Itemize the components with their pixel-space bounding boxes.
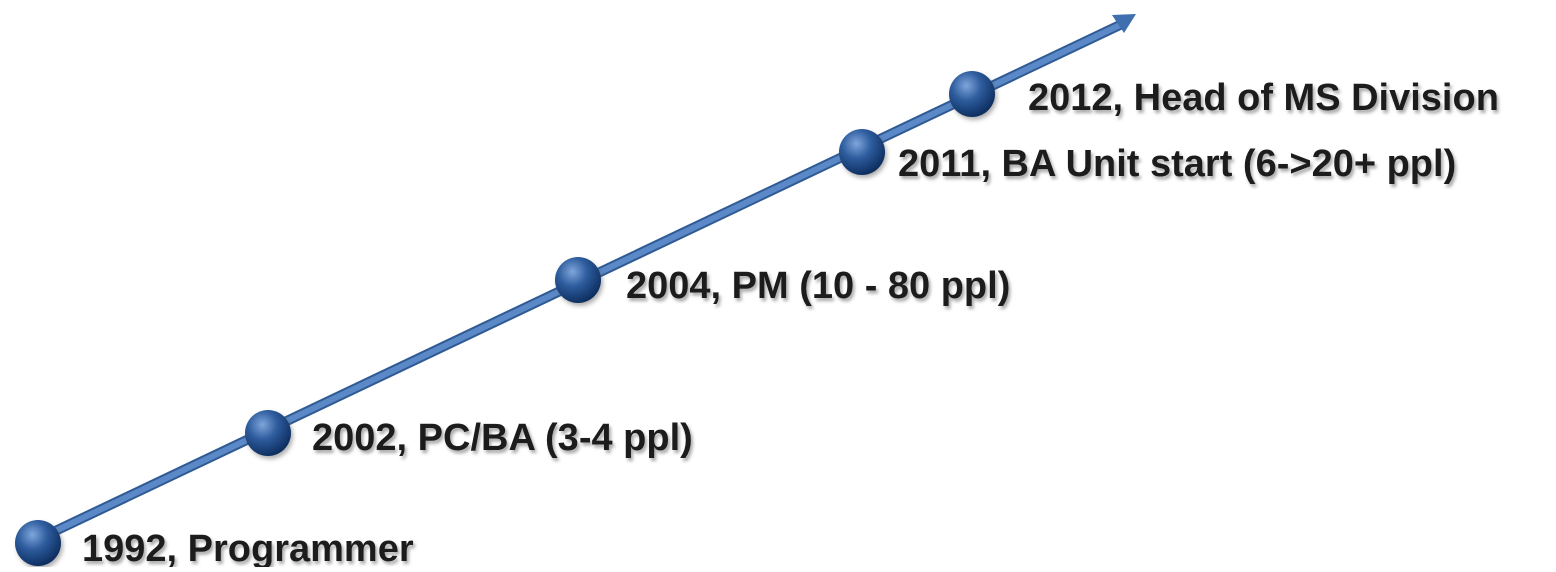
milestone-dot [245, 410, 291, 456]
milestone-label: 2011, BA Unit start (6->20+ ppl) [898, 143, 1456, 185]
milestone-dot [839, 129, 885, 175]
milestone-1: 2002, PC/BA (3-4 ppl) [245, 410, 693, 459]
milestone-label: 2002, PC/BA (3-4 ppl) [312, 417, 693, 459]
milestone-dot [949, 71, 995, 117]
milestone-dot [555, 257, 601, 303]
milestone-label: 2004, PM (10 - 80 ppl) [626, 265, 1010, 307]
milestone-2: 2004, PM (10 - 80 ppl) [555, 257, 1010, 307]
milestone-4: 2012, Head of MS Division [949, 71, 1499, 119]
milestone-group: 1992, Programmer 2002, PC/BA (3-4 ppl) 200… [15, 71, 1499, 570]
timeline-arrowhead [1112, 14, 1136, 33]
milestone-0: 1992, Programmer [15, 520, 414, 570]
milestone-label: 2012, Head of MS Division [1028, 77, 1499, 119]
milestone-dot [15, 520, 61, 566]
milestone-3: 2011, BA Unit start (6->20+ ppl) [839, 129, 1456, 185]
milestone-label: 1992, Programmer [82, 528, 414, 567]
